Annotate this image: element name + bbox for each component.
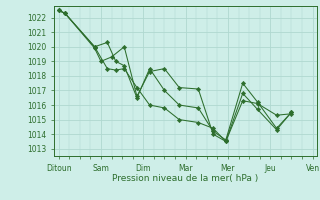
X-axis label: Pression niveau de la mer( hPa ): Pression niveau de la mer( hPa ) bbox=[112, 174, 259, 183]
